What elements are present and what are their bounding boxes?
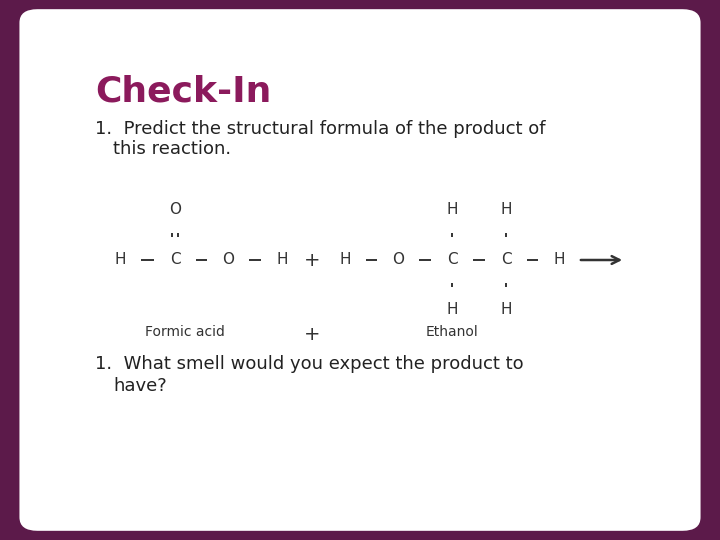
Text: Formic acid: Formic acid	[145, 325, 225, 339]
Text: 1.  What smell would you expect the product to: 1. What smell would you expect the produ…	[95, 355, 523, 373]
Text: H: H	[553, 253, 564, 267]
Text: H: H	[276, 253, 288, 267]
Text: ▶: ▶	[686, 504, 698, 519]
Text: this reaction.: this reaction.	[113, 140, 231, 158]
Text: H: H	[339, 253, 351, 267]
Text: Check-In: Check-In	[95, 75, 271, 109]
Text: H: H	[500, 302, 512, 318]
Text: H: H	[446, 302, 458, 318]
Text: O: O	[392, 253, 404, 267]
Text: ◀: ◀	[654, 504, 666, 519]
Text: +: +	[304, 251, 320, 269]
Text: +: +	[304, 325, 320, 344]
Text: |◀: |◀	[617, 504, 635, 520]
Text: 1.  Predict the structural formula of the product of: 1. Predict the structural formula of the…	[95, 120, 546, 138]
Text: Ethanol: Ethanol	[426, 325, 478, 339]
Text: H: H	[446, 202, 458, 218]
Text: have?: have?	[113, 377, 167, 395]
Text: O: O	[169, 202, 181, 218]
Text: O: O	[222, 253, 234, 267]
Text: C: C	[446, 253, 457, 267]
Text: H: H	[114, 253, 126, 267]
Text: C: C	[500, 253, 511, 267]
Text: H: H	[500, 202, 512, 218]
Text: C: C	[170, 253, 180, 267]
